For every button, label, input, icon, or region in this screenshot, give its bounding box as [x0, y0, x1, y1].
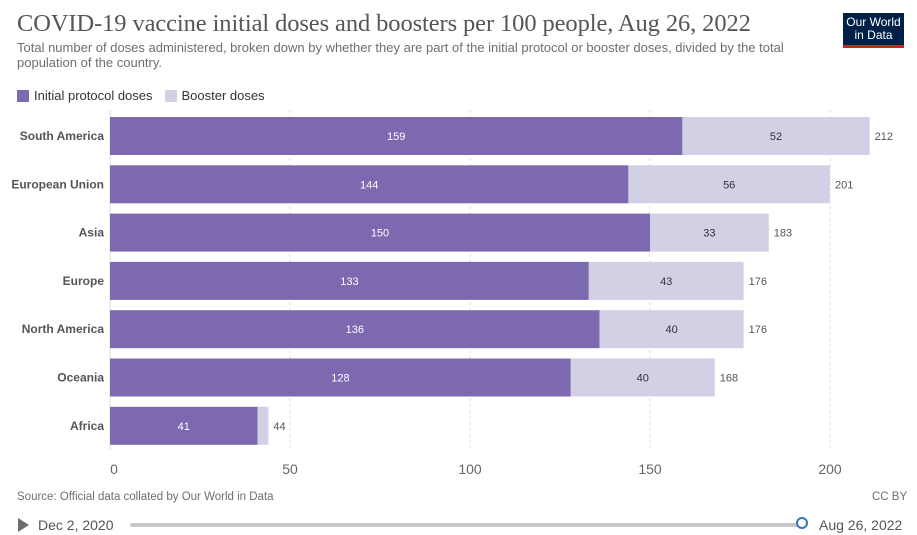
timeline-track[interactable] [130, 523, 803, 527]
category-label: Asia [79, 226, 105, 240]
bar-label-initial: 136 [346, 324, 364, 336]
legend-swatch-initial [17, 89, 29, 102]
category-label: North America [22, 322, 105, 336]
x-tick-label: 150 [638, 461, 662, 477]
bar-label-booster: 56 [723, 179, 735, 191]
logo-line-1: Our World [846, 15, 901, 29]
bar-booster [650, 213, 769, 252]
source-note: Source: Official data collated by Our Wo… [17, 491, 274, 503]
legend: Initial protocol doses Booster doses [17, 88, 277, 103]
license-link[interactable]: CC BY [872, 491, 908, 503]
bar-label-booster: 40 [665, 324, 677, 336]
bar-total-label: 176 [749, 276, 767, 288]
bar-booster [682, 117, 870, 155]
bar-label-initial: 150 [371, 228, 389, 240]
timeline: Dec 2, 2020 Aug 26, 2022 [0, 512, 917, 535]
bar-label-initial: 159 [387, 131, 405, 143]
bar-initial [110, 117, 683, 155]
bar-label-initial: 144 [360, 179, 378, 191]
category-label: South America [20, 129, 105, 143]
bar-total-label: 212 [875, 131, 893, 143]
bar-total-label: 201 [835, 179, 853, 191]
category-label: Africa [70, 419, 104, 433]
bar-label-initial: 133 [340, 276, 358, 288]
bar-label-booster: 43 [660, 276, 672, 288]
owid-logo[interactable]: Our World in Data [843, 13, 904, 48]
legend-swatch-booster [164, 89, 177, 102]
logo-line-2: in Data [854, 28, 893, 42]
legend-item-initial[interactable]: Initial protocol doses [17, 88, 153, 103]
x-tick-label: 200 [818, 461, 842, 477]
bar-initial [110, 261, 589, 300]
bar-label-booster: 33 [703, 228, 715, 240]
bar-label-initial: 41 [178, 421, 190, 433]
category-label: Europe [63, 274, 105, 288]
x-tick-label: 100 [458, 461, 482, 477]
timeline-handle[interactable] [796, 517, 808, 529]
category-label: Oceania [57, 371, 104, 385]
play-icon[interactable] [18, 518, 29, 532]
bar-booster [588, 261, 744, 300]
bar-label-booster: 52 [770, 131, 782, 143]
bar-booster [570, 358, 715, 397]
timeline-start-label: Dec 2, 2020 [38, 517, 114, 533]
bar-label-booster: 40 [637, 373, 649, 385]
timeline-end-label: Aug 26, 2022 [819, 517, 903, 533]
legend-item-booster[interactable]: Booster doses [164, 88, 265, 103]
bar-booster [599, 310, 744, 349]
bar-label-initial: 128 [331, 373, 349, 385]
legend-label-initial: Initial protocol doses [34, 88, 153, 103]
bar-booster [628, 165, 830, 204]
x-tick-label: 0 [110, 461, 118, 477]
bar-initial [110, 358, 571, 397]
bar-initial [110, 310, 600, 349]
category-label: European Union [11, 177, 104, 191]
bar-total-label: 168 [720, 373, 738, 385]
legend-label-booster: Booster doses [181, 88, 265, 103]
bar-total-label: 183 [774, 228, 792, 240]
x-tick-label: 50 [282, 461, 298, 477]
chart-title: COVID-19 vaccine initial doses and boost… [17, 10, 751, 37]
bar-total-label: 44 [273, 421, 285, 433]
bar-initial [110, 213, 650, 252]
bar-initial [110, 165, 629, 204]
bar-initial [110, 406, 258, 445]
bar-total-label: 176 [749, 324, 767, 336]
bar-booster [257, 406, 269, 445]
chart-subtitle: Total number of doses administered, brok… [17, 40, 784, 70]
